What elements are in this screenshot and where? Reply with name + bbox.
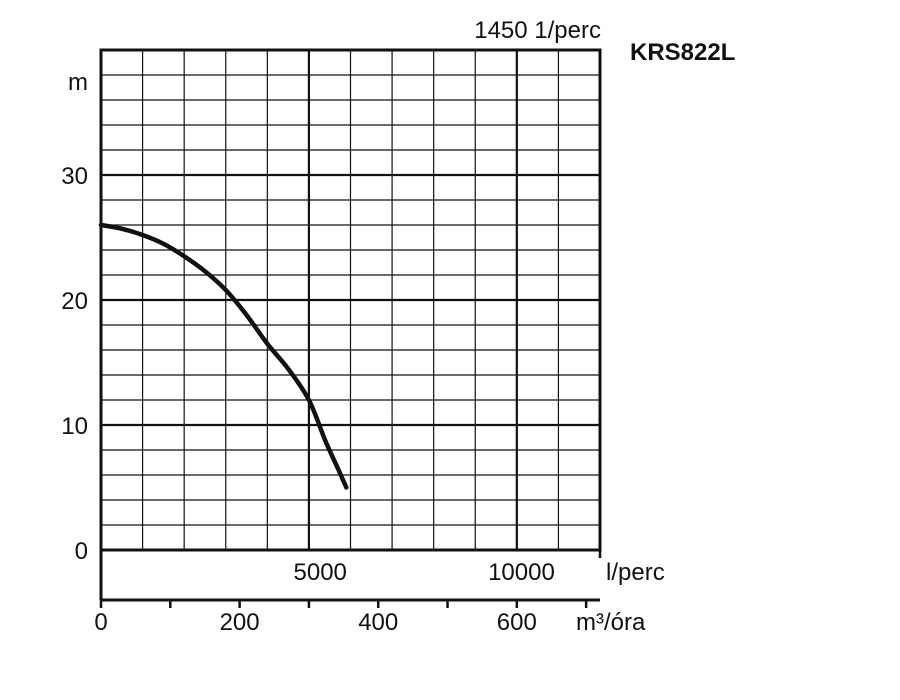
y-tick-labels: 0 10 20 30: [61, 163, 88, 565]
flow-tick-label: 5000: [294, 559, 347, 586]
plot-border: [99, 48, 602, 552]
volume-tick-label: 600: [497, 609, 537, 636]
y-tick-label: 10: [61, 413, 88, 440]
y-axis-unit: m: [68, 69, 88, 96]
curve-layer: [98, 222, 349, 490]
flow-tick-label: 10000: [488, 559, 555, 586]
grid: [99, 48, 601, 552]
speed-label: 1450 1/perc: [474, 17, 601, 44]
flow-tick-labels: 5000 10000: [294, 559, 555, 586]
y-tick-label: 30: [61, 163, 88, 190]
pump-curve-line: [98, 222, 349, 490]
chart-frame: [99, 48, 602, 608]
y-tick-label: 0: [75, 538, 88, 565]
volume-tick-label: 200: [220, 609, 260, 636]
volume-tick-labels: 0 200 400 600: [94, 609, 537, 636]
x-volume-unit: m³/óra: [576, 609, 646, 636]
model-label: KRS822L: [630, 39, 735, 66]
y-tick-label: 20: [61, 288, 88, 315]
x-flow-unit: l/perc: [606, 559, 665, 586]
volume-tick-label: 0: [94, 609, 107, 636]
volume-tick-label: 400: [358, 609, 398, 636]
